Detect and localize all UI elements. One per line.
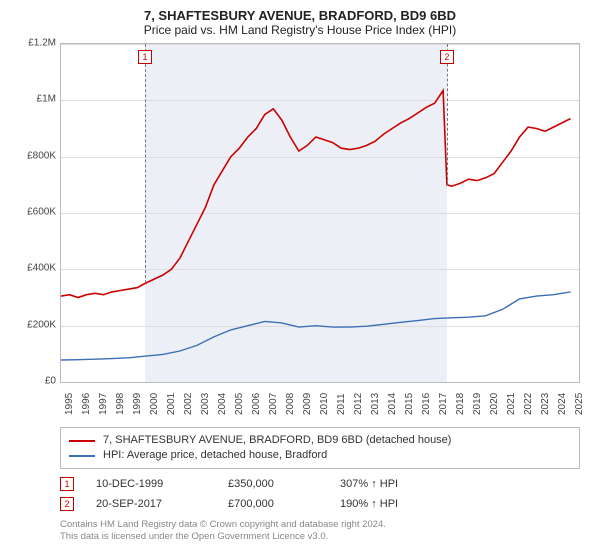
- marker-dropline: [447, 44, 448, 185]
- plot-holder: £0£200K£400K£600K£800K£1M£1.2M 12: [60, 43, 580, 383]
- x-tick-label: 2012: [353, 393, 364, 415]
- x-tick-label: 2020: [489, 393, 500, 415]
- transactions-box: 1 10-DEC-1999 £350,000 307% ↑ HPI 2 20-S…: [60, 477, 580, 517]
- legend-label-series1: 7, SHAFTESBURY AVENUE, BRADFORD, BD9 6BD…: [103, 433, 451, 448]
- transaction-price-1: £350,000: [228, 478, 318, 490]
- x-tick-label: 2005: [234, 393, 245, 415]
- x-tick-label: 2016: [421, 393, 432, 415]
- plot-area: 12: [60, 43, 580, 383]
- x-tick-label: 2003: [200, 393, 211, 415]
- plot-marker-2: 2: [440, 50, 454, 64]
- y-tick-label: £1.2M: [28, 38, 56, 49]
- x-tick-label: 1996: [81, 393, 92, 415]
- legend-swatch-series1: [69, 440, 95, 442]
- x-tick-label: 2001: [166, 393, 177, 415]
- transaction-date-2: 20-SEP-2017: [96, 498, 206, 510]
- x-tick-label: 2007: [268, 393, 279, 415]
- x-tick-label: 1999: [132, 393, 143, 415]
- y-tick-label: £0: [45, 376, 56, 387]
- chart-container: 7, SHAFTESBURY AVENUE, BRADFORD, BD9 6BD…: [0, 0, 600, 560]
- x-tick-label: 2021: [506, 393, 517, 415]
- y-tick-label: £600K: [27, 207, 56, 218]
- legend-box: 7, SHAFTESBURY AVENUE, BRADFORD, BD9 6BD…: [60, 427, 580, 469]
- y-tick-label: £400K: [27, 263, 56, 274]
- chart-lines: [61, 44, 579, 382]
- legend-row-series2: HPI: Average price, detached house, Brad…: [69, 448, 571, 463]
- x-tick-label: 2017: [438, 393, 449, 415]
- transaction-price-2: £700,000: [228, 498, 318, 510]
- transaction-marker-2: 2: [60, 497, 74, 511]
- x-tick-label: 1997: [98, 393, 109, 415]
- chart-subtitle: Price paid vs. HM Land Registry's House …: [14, 23, 586, 37]
- transaction-marker-1: 1: [60, 477, 74, 491]
- x-tick-label: 2013: [370, 393, 381, 415]
- marker-dropline: [145, 44, 146, 283]
- x-tick-label: 2004: [217, 393, 228, 415]
- legend-swatch-series2: [69, 455, 95, 457]
- x-tick-label: 2009: [302, 393, 313, 415]
- x-tick-label: 2011: [336, 393, 347, 415]
- y-tick-label: £1M: [37, 94, 56, 105]
- x-tick-label: 2006: [251, 393, 262, 415]
- x-tick-label: 2019: [472, 393, 483, 415]
- y-tick-label: £200K: [27, 319, 56, 330]
- x-tick-label: 2008: [285, 393, 296, 415]
- legend-row-series1: 7, SHAFTESBURY AVENUE, BRADFORD, BD9 6BD…: [69, 433, 571, 448]
- attribution-line1: Contains HM Land Registry data © Crown c…: [60, 519, 580, 531]
- transaction-delta-1: 307% ↑ HPI: [340, 478, 398, 490]
- transaction-date-1: 10-DEC-1999: [96, 478, 206, 490]
- y-tick-label: £800K: [27, 150, 56, 161]
- x-tick-label: 2010: [319, 393, 330, 415]
- series-line: [61, 292, 571, 360]
- attribution-text: Contains HM Land Registry data © Crown c…: [60, 519, 580, 543]
- x-tick-label: 2000: [149, 393, 160, 415]
- transaction-delta-2: 190% ↑ HPI: [340, 498, 398, 510]
- x-tick-label: 2024: [557, 393, 568, 415]
- x-axis-labels: 1995 1996 1997 1998 1999 2000 2001 2002 2003 2004…: [60, 385, 580, 421]
- x-tick-label: 2015: [404, 393, 415, 415]
- transaction-row-1: 1 10-DEC-1999 £350,000 307% ↑ HPI: [60, 477, 580, 491]
- legend-label-series2: HPI: Average price, detached house, Brad…: [103, 448, 327, 463]
- x-tick-label: 2025: [574, 393, 585, 415]
- chart-title: 7, SHAFTESBURY AVENUE, BRADFORD, BD9 6BD: [14, 8, 586, 23]
- series-line: [61, 91, 571, 298]
- x-tick-label: 1998: [115, 393, 126, 415]
- x-tick-label: 2002: [183, 393, 194, 415]
- attribution-line2: This data is licensed under the Open Gov…: [60, 531, 580, 543]
- x-tick-label: 2018: [455, 393, 466, 415]
- x-tick-label: 2023: [540, 393, 551, 415]
- plot-marker-1: 1: [138, 50, 152, 64]
- x-tick-label: 1995: [64, 393, 75, 415]
- x-tick-label: 2022: [523, 393, 534, 415]
- transaction-row-2: 2 20-SEP-2017 £700,000 190% ↑ HPI: [60, 497, 580, 511]
- x-tick-label: 2014: [387, 393, 398, 415]
- y-axis-labels: £0£200K£400K£600K£800K£1M£1.2M: [14, 43, 56, 383]
